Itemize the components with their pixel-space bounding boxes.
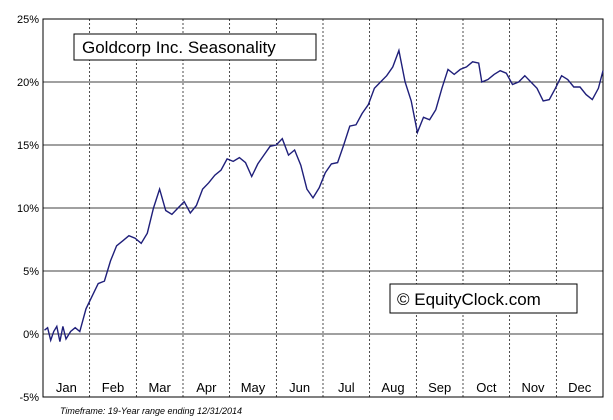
watermark-border	[389, 283, 578, 314]
plot-frame	[42, 18, 604, 398]
y-tick-label: 15%	[17, 140, 39, 152]
y-tick-label: 10%	[17, 203, 39, 215]
y-tick-labels: -5% 0% 5% 10% 15% 20% 25%	[17, 14, 39, 404]
footnote: Timeframe: 19-Year range ending 12/31/20…	[60, 406, 242, 416]
vertical-gridlines	[89, 19, 557, 397]
x-tick-label: Jun	[289, 380, 310, 395]
y-tick-label: -5%	[19, 392, 39, 404]
x-tick-label: Sep	[428, 380, 451, 395]
x-tick-label: Jul	[338, 380, 355, 395]
x-tick-label: Nov	[521, 380, 545, 395]
y-tick-label: 25%	[17, 14, 39, 26]
x-tick-labels: Jan Feb Mar Apr May Jun Jul Aug Sep Oct Nov Dec	[56, 380, 592, 395]
x-tick-label: Mar	[148, 380, 171, 395]
x-tick-label: May	[241, 380, 266, 395]
x-tick-label: Feb	[102, 380, 124, 395]
series-line	[44, 47, 604, 343]
x-tick-label: Apr	[196, 380, 217, 395]
x-tick-label: Jan	[56, 380, 77, 395]
chart-title: Goldcorp Inc. Seasonality	[82, 38, 276, 57]
y-tick-label: 5%	[23, 266, 39, 278]
chart-title-box: Goldcorp Inc. Seasonality	[73, 33, 317, 61]
watermark-text: © EquityClock.com	[397, 290, 541, 309]
y-tick-label: 0%	[23, 329, 39, 341]
x-tick-label: Oct	[476, 380, 497, 395]
title-border	[73, 33, 317, 61]
x-tick-label: Aug	[381, 380, 404, 395]
x-tick-label: Dec	[568, 380, 592, 395]
y-tick-label: 20%	[17, 77, 39, 89]
watermark-box: © EquityClock.com	[389, 283, 578, 314]
